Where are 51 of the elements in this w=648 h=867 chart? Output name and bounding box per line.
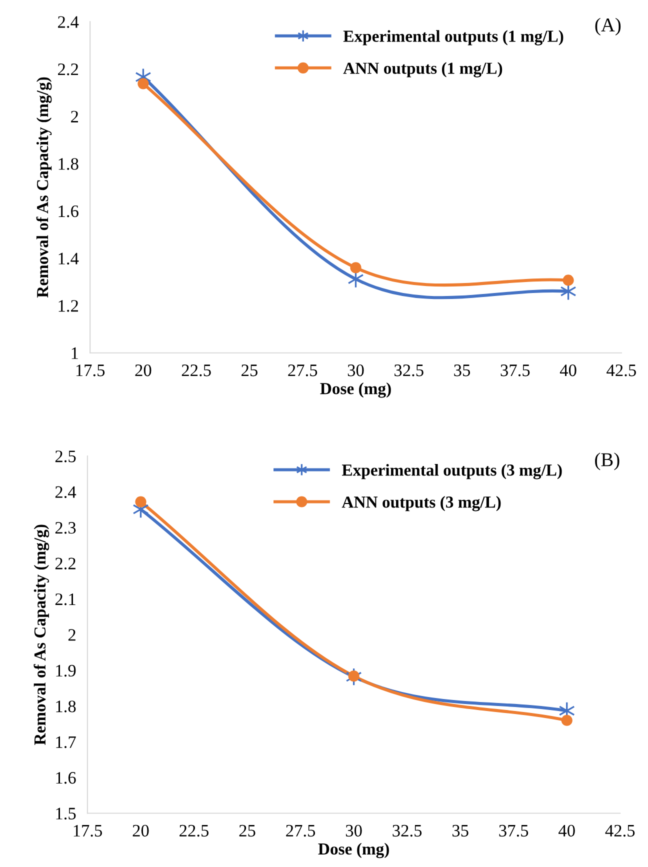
x-tick-label: 32.5	[394, 364, 424, 376]
y-tick-label: 1	[72, 347, 78, 359]
annotation: (B)	[595, 452, 620, 470]
x-tick-label: 25	[242, 364, 258, 376]
y-tick-label: 1.8	[56, 700, 76, 712]
x-tick-label: 35	[454, 364, 470, 376]
y-tick-label: 1.6	[58, 205, 78, 218]
y-tick-label: 2.2	[55, 558, 76, 570]
legend-label: Experimental outputs (1 mg/L)	[343, 30, 564, 46]
x-tick-label: 17.5	[74, 824, 102, 837]
y-tick-label: 2.4	[55, 486, 76, 498]
y-tick-label: 2.3	[55, 522, 76, 534]
x-axis-title: Dose (mg)	[318, 842, 389, 858]
x-tick-label: 27.5	[288, 364, 318, 376]
x-tick-label: 20	[135, 364, 152, 376]
legend-label: Experimental outputs (3 mg/L)	[342, 464, 562, 480]
x-tick-label: 37.5	[500, 364, 530, 376]
x-tick-label: 35	[452, 824, 468, 837]
x-tick-label: 17.5	[76, 364, 105, 376]
x-tick-label: 22.5	[180, 824, 209, 837]
y-tick-label: 1.5	[56, 808, 76, 820]
legend-label: ANN outputs (3 mg/L)	[342, 496, 501, 512]
x-tick-label: 40	[560, 364, 576, 376]
y-tick-label: 1.9	[56, 664, 76, 677]
y-tick-label: 2	[71, 110, 78, 122]
legend-label: ANN outputs (1 mg/L)	[343, 62, 502, 78]
x-tick-label: 25	[239, 824, 256, 837]
y-tick-label: 1.8	[58, 158, 78, 170]
y-tick-label: 2.1	[55, 593, 76, 606]
y-tick-label: 1.2	[58, 300, 78, 312]
y-tick-label: 2.5	[55, 450, 76, 462]
y-tick-label: 2.4	[58, 16, 79, 28]
y-tick-label: 2	[68, 629, 76, 641]
x-tick-label: 27.5	[286, 824, 316, 837]
x-tick-label: 32.5	[392, 824, 422, 837]
x-tick-label: 42.5	[606, 364, 636, 376]
x-tick-label: 42.5	[605, 824, 635, 837]
y-tick-label: 2.2	[58, 64, 78, 76]
x-tick-label: 20	[132, 824, 149, 837]
x-tick-label: 22.5	[182, 364, 211, 376]
y-axis-title: Removal of As Capacity (mg/g)	[36, 77, 52, 298]
y-axis-title: Removal of As Capacity (mg/g)	[34, 524, 50, 745]
annotation: (A)	[595, 18, 621, 36]
x-axis-title: Dose (mg)	[320, 382, 391, 398]
y-tick-label: 1.6	[56, 772, 76, 784]
y-tick-label: 1.7	[56, 736, 76, 748]
x-tick-label: 40	[558, 824, 575, 837]
x-tick-label: 37.5	[499, 824, 528, 837]
y-tick-label: 1.4	[58, 252, 79, 265]
x-tick-label: 30	[348, 364, 364, 376]
x-tick-label: 30	[346, 824, 362, 837]
